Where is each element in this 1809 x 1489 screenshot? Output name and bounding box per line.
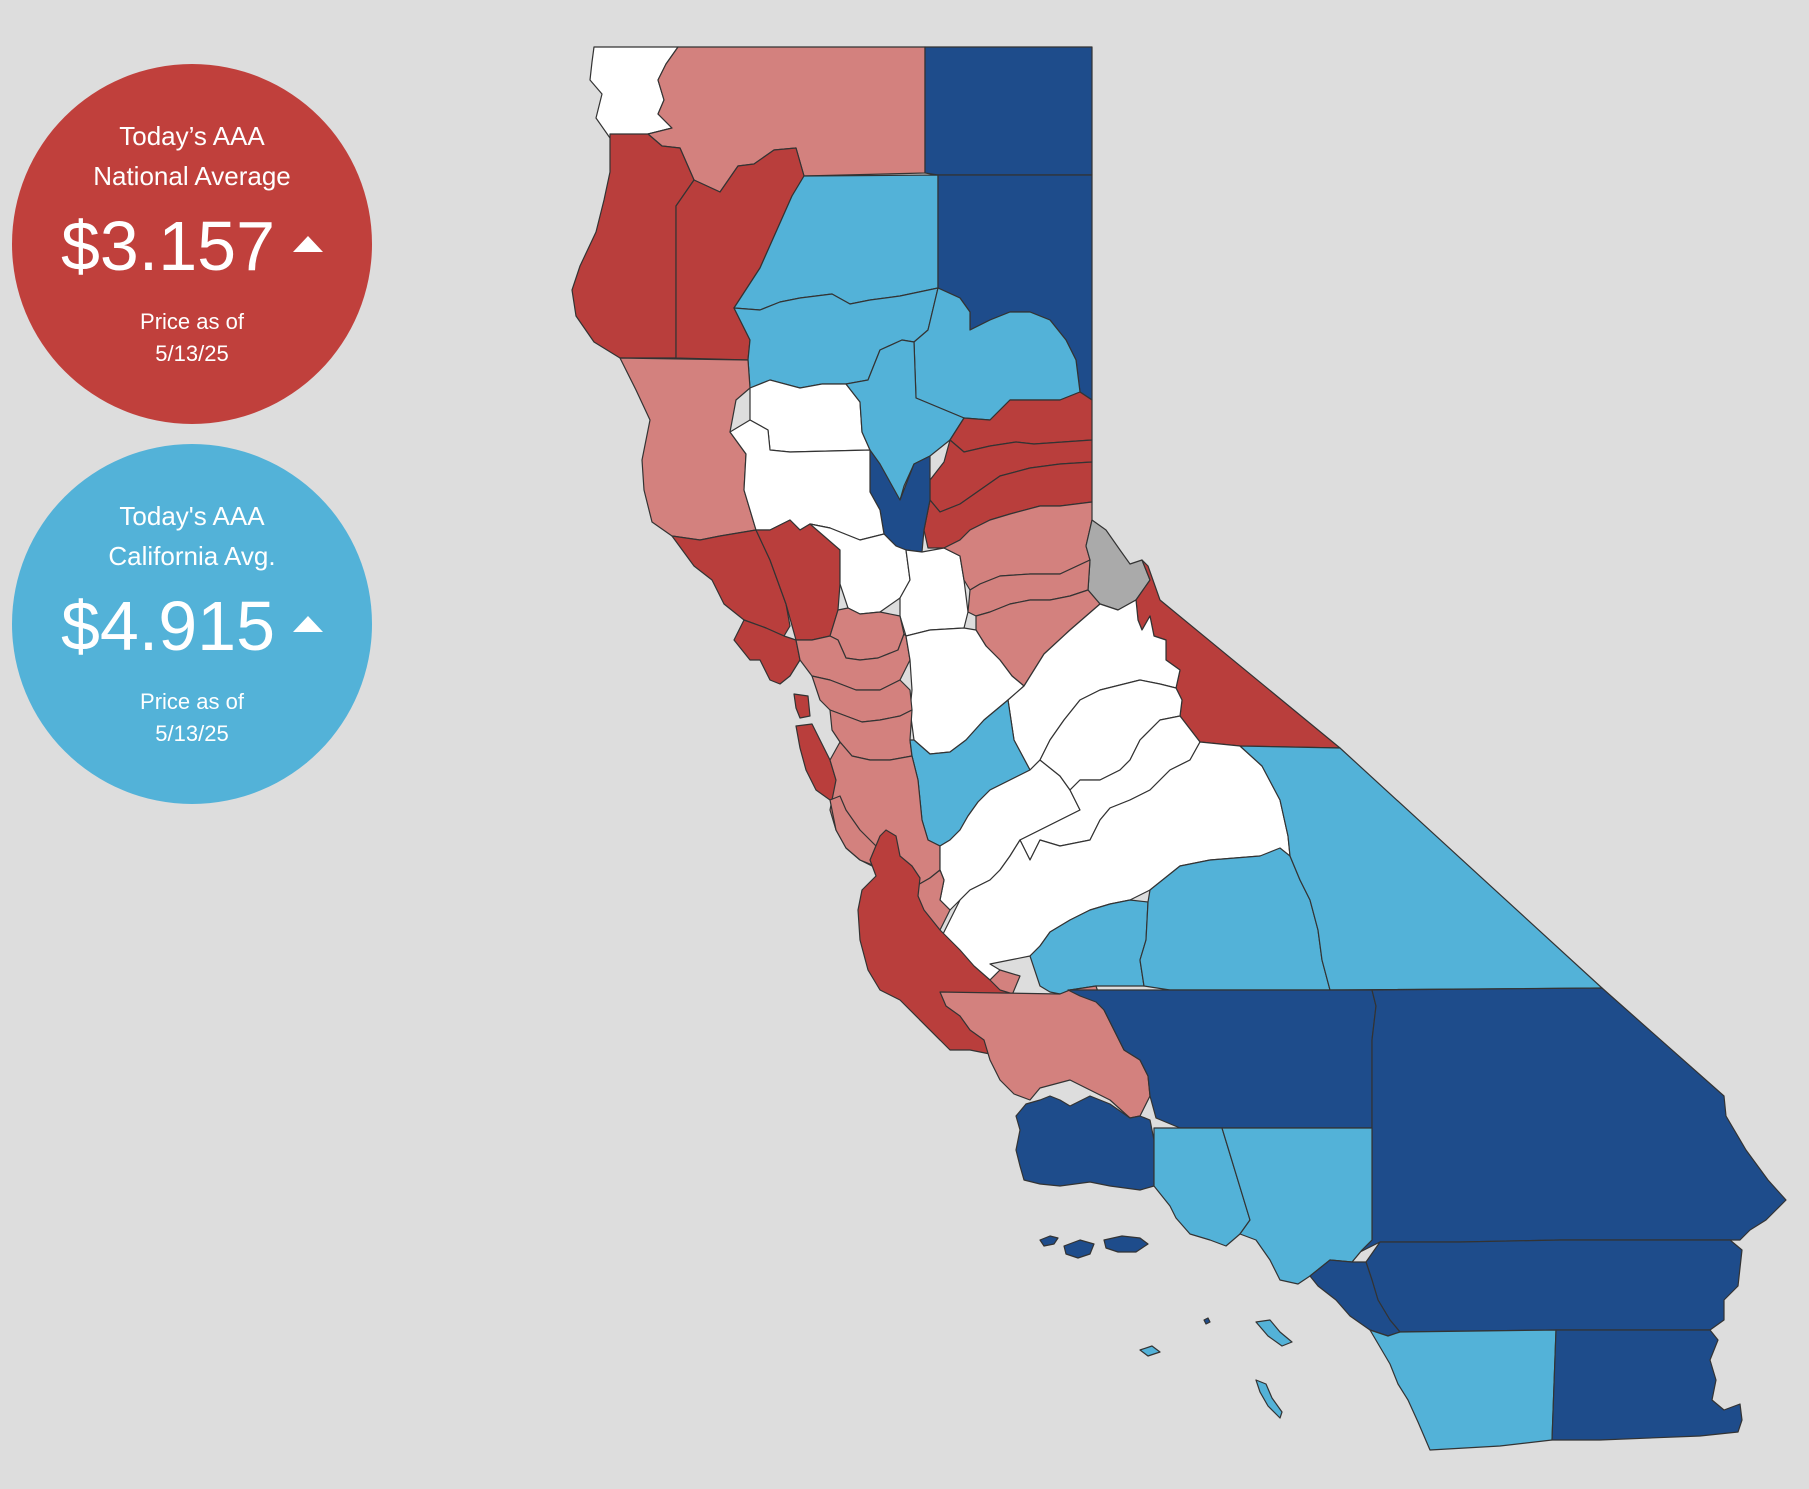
california-average-title: Today's AAA California Avg.: [108, 501, 276, 571]
island-santa-cruz[interactable]: [1103, 1235, 1149, 1253]
california-price-date: Price as of 5/13/25: [140, 689, 244, 746]
island-san-miguel[interactable]: [1039, 1235, 1059, 1247]
national-average-title: Today’s AAA National Average: [93, 121, 291, 191]
california-average-price: $4.915: [60, 587, 276, 665]
island-santa-barbara[interactable]: [1203, 1317, 1211, 1325]
county-modoc[interactable]: [924, 46, 1093, 176]
county-riverside[interactable]: [1365, 1239, 1743, 1333]
national-price-row: $3.157: [12, 204, 372, 288]
island-santa-catalina[interactable]: [1255, 1319, 1293, 1347]
county-san-diego[interactable]: [1369, 1329, 1557, 1451]
california-price-row: $4.915: [12, 584, 372, 668]
triangle-up-icon: [293, 616, 324, 632]
county-santa-barbara[interactable]: [1015, 1095, 1155, 1191]
california-average-badge: Today's AAA California Avg. $4.915 Price…: [12, 444, 372, 804]
county-imperial[interactable]: [1551, 1329, 1743, 1441]
national-average-price: $3.157: [60, 207, 276, 285]
national-price-date: Price as of 5/13/25: [140, 309, 244, 366]
county-mendocino[interactable]: [619, 357, 757, 541]
island-san-nicolas[interactable]: [1139, 1345, 1161, 1357]
county-san-bernardino[interactable]: [1351, 987, 1787, 1263]
island-san-clemente[interactable]: [1255, 1379, 1283, 1419]
national-average-badge: Today’s AAA National Average $3.157 Pric…: [12, 64, 372, 424]
triangle-up-icon: [293, 236, 324, 252]
county-san-francisco[interactable]: [793, 693, 811, 719]
island-santa-rosa[interactable]: [1063, 1239, 1095, 1259]
county-sacramento[interactable]: [899, 547, 969, 637]
county-marin[interactable]: [733, 619, 801, 685]
county-lake[interactable]: [671, 529, 791, 637]
